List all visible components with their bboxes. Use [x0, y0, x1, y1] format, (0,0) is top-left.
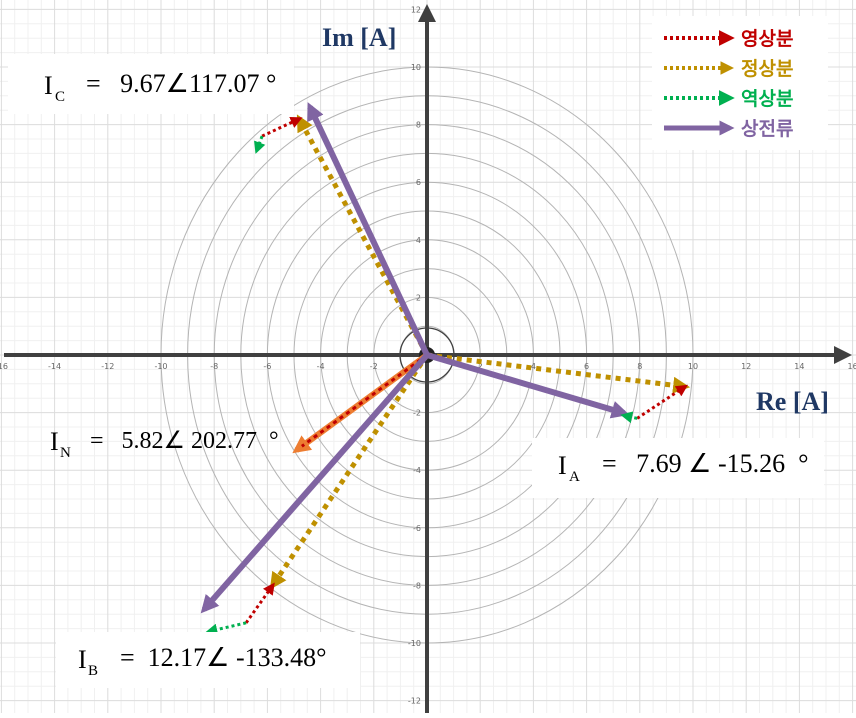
x-tick-label: -12: [101, 362, 114, 371]
origin-ring: [399, 327, 455, 383]
pos-seq-arrow-a: [426, 352, 691, 394]
y-tick-label: -4: [413, 466, 421, 475]
legend-label-phase: 상전류: [741, 118, 793, 140]
neg-seq-arrow-c: [254, 135, 266, 154]
y-axis-title: Im [A]: [322, 23, 396, 52]
legend-item-zero-seq: 영상분: [664, 28, 793, 50]
phase-current-arrow-b: [200, 353, 430, 614]
label-ia-i: I: [558, 451, 567, 480]
x-tick-label: -8: [210, 362, 218, 371]
x-tick-label: 2: [478, 362, 483, 371]
tick-labels: -16 -14 -12 -10 -8 -6 -4 -2 2 4 6 8 10 12 14 16 -12 -10 -8…: [0, 5, 856, 705]
label-ib-sub: B: [88, 663, 98, 679]
x-tick-label: 16: [848, 362, 856, 371]
neg-seq-arrow-a: [620, 411, 638, 424]
legend-label-neg-seq: 역상분: [741, 88, 793, 110]
label-ic-box: [8, 54, 294, 114]
x-tick-label: -10: [154, 362, 167, 371]
zero-seq-arrow-c: [261, 116, 303, 138]
y-axis-arrowhead: [418, 4, 436, 22]
label-ic-i: I: [44, 71, 53, 100]
pos-seq-arrow-b: [269, 353, 430, 590]
label-ic: I C = 9.67∠117.07 °: [8, 54, 294, 114]
x-tick-label: -6: [263, 362, 271, 371]
x-tick-label: 12: [741, 362, 751, 371]
y-tick-label: 10: [411, 63, 421, 72]
legend-item-neg-seq: 역상분: [664, 88, 793, 110]
legend: 영상분 정상분 역상분 상전류: [652, 16, 828, 150]
legend-label-pos-seq: 정상분: [741, 58, 793, 80]
x-tick-label: 6: [584, 362, 589, 371]
y-tick-label: 6: [416, 178, 421, 187]
label-ib-i: I: [78, 645, 87, 674]
legend-item-phase: 상전류: [664, 118, 793, 140]
x-tick-label: -4: [317, 362, 325, 371]
label-ia-box: [532, 438, 824, 498]
y-tick-label: -6: [413, 524, 421, 533]
x-tick-label: 14: [794, 362, 804, 371]
phase-current-arrow-c: [307, 102, 430, 357]
zero-seq-arrow-b: [244, 582, 275, 624]
x-tick-label: 10: [688, 362, 698, 371]
label-in: I N = 5.82∠ 202.77 °: [50, 427, 279, 461]
label-ib-box: [56, 632, 360, 688]
label-in-value: = 5.82∠ 202.77 °: [90, 428, 279, 454]
phase-current-arrow-a: [426, 352, 630, 419]
label-in-i: I: [50, 427, 59, 456]
x-tick-label: -14: [48, 362, 61, 371]
label-ia-sub: A: [569, 469, 580, 485]
x-axis-arrowhead: [834, 346, 852, 364]
y-tick-label: 2: [416, 293, 421, 302]
y-tick-label: -10: [408, 639, 421, 648]
x-tick-label: -16: [0, 362, 8, 371]
legend-label-zero-seq: 영상분: [741, 28, 793, 50]
x-tick-label: 4: [531, 362, 536, 371]
phasor-vectors: [200, 102, 691, 636]
x-axis-title: Re [A]: [756, 387, 829, 416]
label-in-sub: N: [60, 445, 71, 461]
x-tick-label: -2: [370, 362, 378, 371]
zero-seq-arrow-a: [636, 384, 689, 420]
y-tick-label: -2: [413, 409, 421, 418]
label-ib: I B = 12.17∠ -133.48°: [56, 632, 360, 688]
y-tick-label: -8: [413, 581, 421, 590]
label-ib-value: = 12.17∠ -133.48°: [120, 643, 327, 672]
y-tick-label: 12: [411, 5, 421, 14]
label-ic-sub: C: [55, 89, 65, 105]
neutral-zero-seq-overlay: [300, 353, 428, 448]
y-tick-label: 8: [416, 121, 421, 130]
y-tick-label: -12: [408, 697, 421, 706]
y-tick-label: 4: [416, 236, 421, 245]
legend-item-pos-seq: 정상분: [664, 58, 793, 80]
label-ia: I A = 7.69 ∠ -15.26 °: [532, 438, 824, 498]
x-tick-label: 8: [637, 362, 642, 371]
neg-seq-arrow-b: [205, 621, 247, 636]
label-ia-value: = 7.69 ∠ -15.26 °: [602, 449, 809, 478]
label-ic-value: = 9.67∠117.07 °: [86, 69, 276, 98]
